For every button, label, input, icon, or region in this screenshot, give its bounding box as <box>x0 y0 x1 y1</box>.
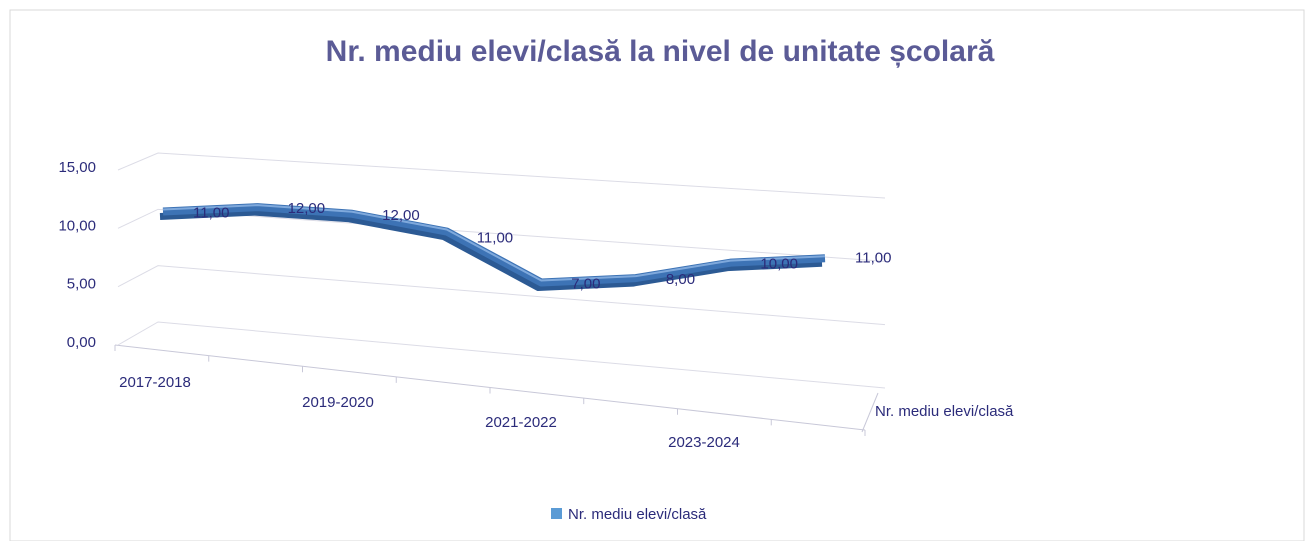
depth-axis <box>861 392 879 433</box>
data-label: 11,00 <box>477 230 513 247</box>
data-label: 11,00 <box>855 249 891 266</box>
data-label: 12,00 <box>382 207 420 224</box>
x-tick-label: 2017-2018 <box>119 374 191 391</box>
y-tick-label: 5,00 <box>67 276 96 293</box>
x-tick-label: 2021-2022 <box>485 414 557 431</box>
y-tick-label: 0,00 <box>67 334 96 351</box>
grid-line <box>117 321 886 389</box>
grid-line <box>117 265 886 326</box>
data-label: 8,00 <box>666 271 695 288</box>
data-label: 7,00 <box>571 275 600 292</box>
x-tick-label: 2019-2020 <box>302 394 374 411</box>
y-tick-label: 15,00 <box>58 159 96 176</box>
line-highlight <box>162 204 826 282</box>
grid-line <box>117 152 886 199</box>
depth-axis-label: Nr. mediu elevi/clasă <box>875 403 1014 420</box>
line-series <box>162 203 826 287</box>
line-ribbon-shadow <box>159 208 823 291</box>
data-label: 12,00 <box>288 200 326 217</box>
chart-title: Nr. mediu elevi/clasă la nivel de unitat… <box>326 35 995 68</box>
legend-swatch <box>551 508 562 519</box>
legend-label: Nr. mediu elevi/clasă <box>568 506 707 523</box>
grid-line <box>117 208 886 262</box>
data-label: 11,00 <box>193 204 229 221</box>
y-tick-label: 10,00 <box>58 217 96 234</box>
data-label: 10,00 <box>760 256 798 273</box>
x-tick-label: 2023-2024 <box>668 434 740 451</box>
